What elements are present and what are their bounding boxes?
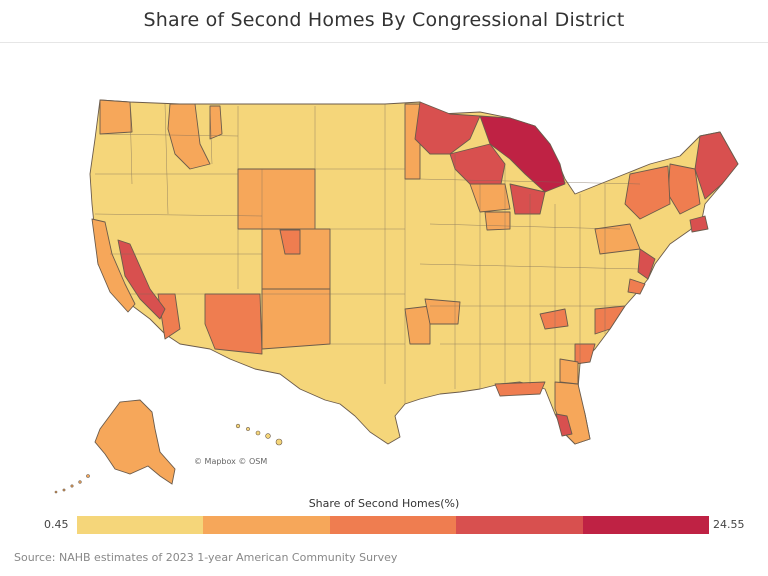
chart-title: Share of Second Homes By Congressional D…	[143, 9, 625, 31]
legend-color-bar	[77, 516, 710, 534]
legend-swatch-5	[582, 516, 710, 534]
region-north-carolina-coast	[594, 305, 626, 335]
map-attribution[interactable]: © Mapbox © OSM	[194, 457, 268, 466]
region-michigan-lower	[509, 183, 546, 215]
region-maine	[694, 131, 739, 200]
region-massachusetts-cape	[689, 215, 709, 233]
region-wyoming	[237, 168, 316, 230]
hawaii	[235, 423, 283, 446]
region-new-jersey-shore	[637, 248, 656, 280]
legend-swatch-2	[203, 516, 330, 534]
legend-swatch-3	[329, 516, 457, 534]
region-arizona	[204, 293, 263, 355]
region-indiana-lakes	[484, 211, 511, 231]
legend-swatch-1	[77, 516, 204, 534]
region-pennsylvania-poconos	[594, 223, 641, 255]
legend-min-label: 0.45	[44, 518, 69, 531]
region-delmarva	[627, 278, 646, 295]
region-washington	[99, 99, 133, 135]
region-minnesota-north	[414, 101, 481, 155]
alaska	[94, 399, 176, 485]
region-arkansas	[404, 305, 431, 345]
district-map[interactable]	[0, 44, 768, 494]
region-idaho	[167, 103, 211, 170]
region-florida-gulf	[555, 413, 573, 437]
legend-title: Share of Second Homes(%)	[308, 497, 460, 510]
region-florida	[554, 381, 591, 445]
region-california-coast	[91, 218, 136, 313]
region-georgia-coast	[559, 358, 579, 385]
region-montana	[209, 105, 223, 140]
title-divider	[0, 42, 768, 43]
region-california-sierra	[117, 239, 166, 320]
region-gulf-coast	[494, 381, 546, 397]
legend-max-label: 24.55	[713, 518, 745, 531]
region-colorado-mountains	[279, 229, 301, 255]
legend-swatch-4	[456, 516, 583, 534]
district-borders	[94, 101, 641, 404]
region-tennessee-mountains	[539, 308, 569, 330]
region-missouri-ozarks	[424, 298, 461, 325]
region-michigan-north	[479, 115, 566, 193]
region-south-carolina-coast	[574, 343, 596, 365]
aleutian-islands	[54, 474, 90, 494]
region-new-mexico	[261, 288, 331, 350]
source-note: Source: NAHB estimates of 2023 1-year Am…	[14, 551, 398, 564]
region-new-york-north	[624, 165, 671, 220]
